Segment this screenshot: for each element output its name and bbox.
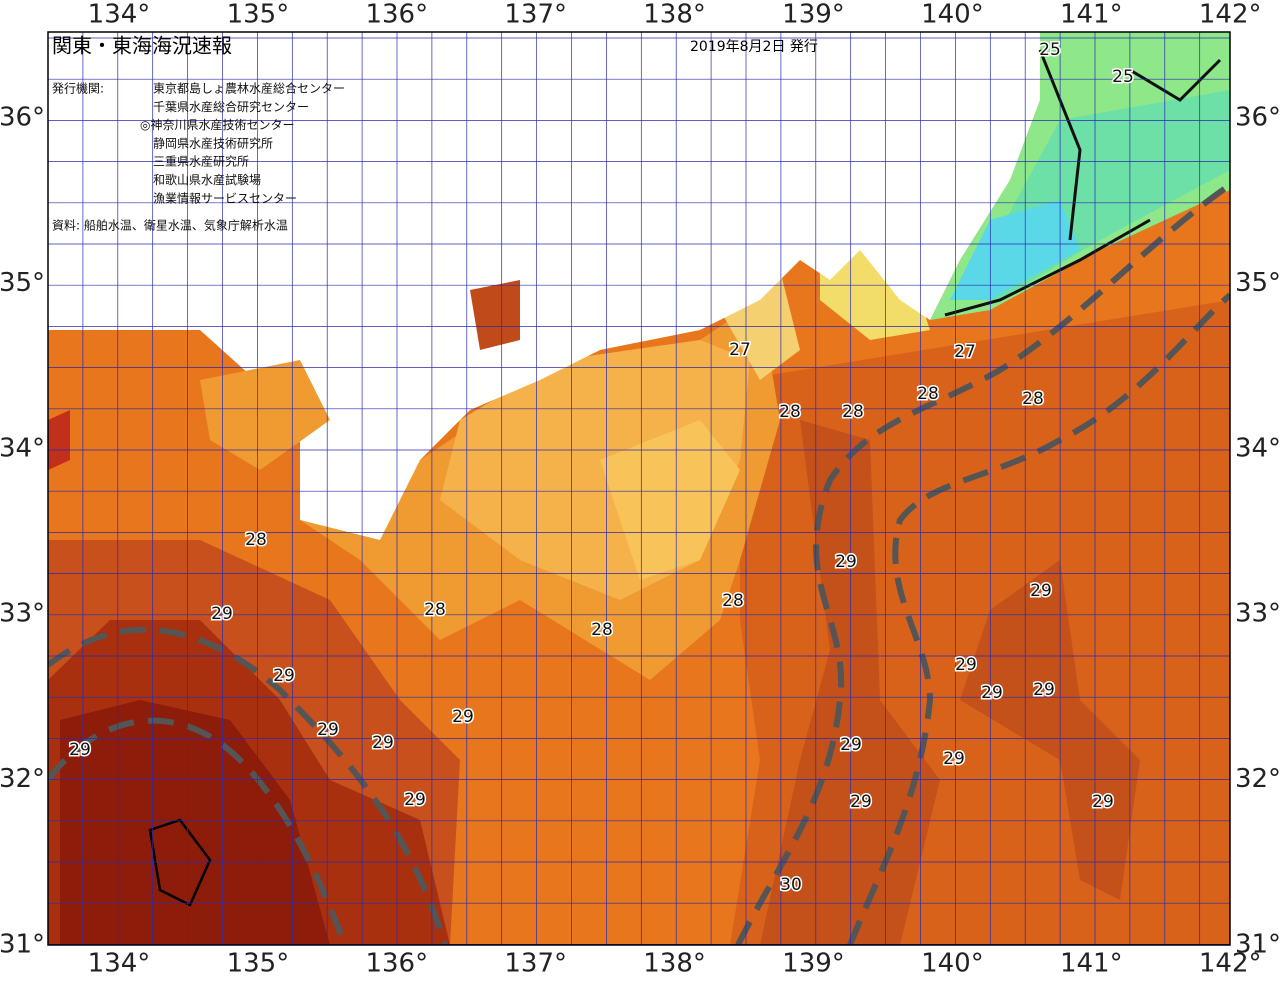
lon-label-bottom: 134° bbox=[88, 949, 151, 979]
lon-label-top: 134° bbox=[88, 0, 151, 30]
contour-label: 28 bbox=[842, 402, 864, 422]
lon-label-bottom: 142° bbox=[1199, 949, 1262, 979]
title: 関東・東海海況速報 bbox=[52, 34, 232, 58]
lat-label-right: 36° bbox=[1235, 103, 1280, 133]
lon-label-bottom: 141° bbox=[1060, 949, 1123, 979]
contour-label: 29 bbox=[981, 683, 1003, 703]
contour-label: 28 bbox=[245, 530, 267, 550]
contour-label: 29 bbox=[404, 790, 426, 810]
grid bbox=[48, 32, 1230, 945]
lon-label-top: 136° bbox=[365, 0, 428, 30]
contour-label: 29 bbox=[1033, 680, 1055, 700]
contour-label: 25 bbox=[1112, 67, 1134, 87]
contour-label: 28 bbox=[591, 620, 613, 640]
contour-label: 29 bbox=[372, 733, 394, 753]
lon-label-top: 140° bbox=[921, 0, 984, 30]
contour-label: 29 bbox=[69, 740, 91, 760]
issuer: ◎神奈川県水産技術センター bbox=[140, 117, 294, 132]
contour-label: 28 bbox=[1022, 389, 1044, 409]
contour-label: 28 bbox=[917, 384, 939, 404]
contour-label: 29 bbox=[317, 720, 339, 740]
issue-date: 2019年8月2日 発行 bbox=[690, 39, 818, 55]
contour-label: 29 bbox=[850, 792, 872, 812]
lat-label-right: 34° bbox=[1235, 433, 1280, 463]
lon-label-top: 135° bbox=[227, 0, 290, 30]
lat-label-left: 32° bbox=[0, 764, 45, 794]
frame bbox=[47, 31, 1231, 946]
lat-label-right: 33° bbox=[1235, 599, 1280, 629]
contour-label: 28 bbox=[779, 402, 801, 422]
lat-label-right: 35° bbox=[1235, 268, 1280, 298]
issuer-label: 発行機関: bbox=[52, 81, 104, 96]
lon-label-top: 137° bbox=[504, 0, 567, 30]
contour-label: 29 bbox=[943, 749, 965, 769]
lat-label-left: 33° bbox=[0, 599, 45, 629]
contour-label: 29 bbox=[273, 666, 295, 686]
lat-label-right: 31° bbox=[1235, 930, 1280, 960]
lon-label-bottom: 137° bbox=[504, 949, 567, 979]
lon-label-bottom: 138° bbox=[643, 949, 706, 979]
contour-label: 27 bbox=[729, 340, 751, 360]
lat-label-left: 35° bbox=[0, 268, 45, 298]
lon-label-bottom: 135° bbox=[227, 949, 290, 979]
contour-label: 29 bbox=[835, 552, 857, 572]
contour-label: 29 bbox=[452, 707, 474, 727]
contour-label: 28 bbox=[424, 600, 446, 620]
issuer: 千葉県水産総合研究センター bbox=[153, 99, 309, 114]
lon-label-bottom: 140° bbox=[921, 949, 984, 979]
source: 資料: 船舶水温、衛星水温、気象庁解析水温 bbox=[52, 218, 288, 233]
lat-label-left: 36° bbox=[0, 103, 45, 133]
contour-label: 29 bbox=[1092, 792, 1114, 812]
sst-field bbox=[48, 32, 1230, 945]
lat-label-left: 34° bbox=[0, 433, 45, 463]
contour-label: 30 bbox=[780, 875, 802, 895]
issuer: 和歌山県水産試験場 bbox=[153, 172, 261, 187]
contour-label: 25 bbox=[1039, 40, 1061, 60]
lon-label-top: 139° bbox=[782, 0, 845, 30]
lon-label-top: 138° bbox=[643, 0, 706, 30]
contour-label: 29 bbox=[1030, 581, 1052, 601]
contour-label: 29 bbox=[211, 604, 233, 624]
contour-label: 29 bbox=[840, 735, 862, 755]
lat-label-right: 32° bbox=[1235, 764, 1280, 794]
kuroshio-axis bbox=[48, 182, 1230, 945]
contour-label: 27 bbox=[954, 342, 976, 362]
issuer: 三重県水産研究所 bbox=[153, 154, 249, 169]
lon-label-bottom: 139° bbox=[782, 949, 845, 979]
lon-label-bottom: 136° bbox=[365, 949, 428, 979]
issuer: 東京都島しょ農林水産総合センター bbox=[153, 81, 345, 96]
lon-label-top: 141° bbox=[1060, 0, 1123, 30]
lat-label-left: 31° bbox=[0, 930, 45, 960]
issuer: 静岡県水産技術研究所 bbox=[153, 135, 273, 150]
contour-label: 29 bbox=[955, 655, 977, 675]
issuer: 漁業情報サービスセンター bbox=[153, 191, 297, 205]
lon-label-top: 142° bbox=[1199, 0, 1262, 30]
contour-label: 28 bbox=[722, 591, 744, 611]
